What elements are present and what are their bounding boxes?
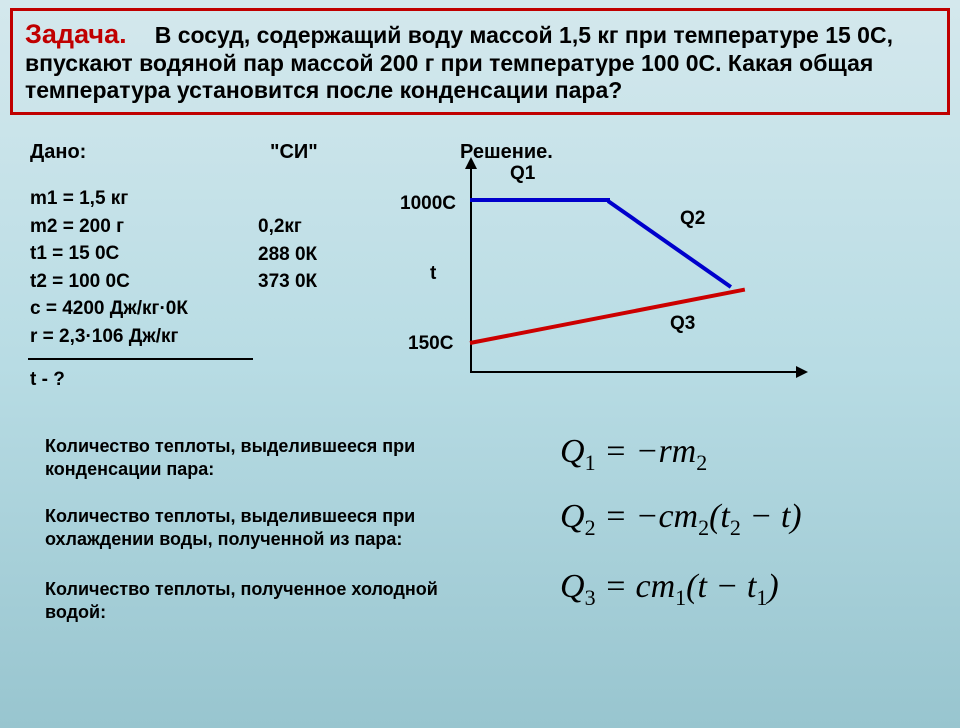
x-axis-arrow-icon (796, 366, 808, 378)
f2-rhs-b: (t (709, 498, 730, 535)
chart-line-q3 (470, 288, 746, 345)
f3-rhs-a: = cm (596, 568, 676, 605)
solution-chart: Q1 Q2 Q3 1000С 150С t (410, 163, 830, 393)
formula-q1: Q1 = −rm2 (560, 433, 707, 476)
given-m2: m2 = 200 г (30, 213, 188, 241)
f2-rhs-sub: 2 (698, 515, 709, 540)
si-m2: 0,2кг (258, 213, 317, 241)
si-t1: 288 0К (258, 241, 317, 269)
find-value: t - ? (30, 369, 65, 391)
chart-label-q1: Q1 (510, 163, 535, 185)
content-area: Дано: "СИ" Решение. m1 = 1,5 кг m2 = 200… (0, 123, 960, 159)
explanation-2: Количество теплоты, выделившееся при охл… (45, 505, 485, 552)
f1-rhs-sub: 2 (696, 450, 707, 475)
given-m1: m1 = 1,5 кг (30, 185, 188, 213)
f3-rhs-b: (t − t (686, 568, 756, 605)
given-values: m1 = 1,5 кг m2 = 200 г t1 = 15 0C t2 = 1… (30, 185, 188, 350)
given-divider (28, 358, 253, 360)
given-header: Дано: (30, 141, 86, 164)
y-axis-arrow-icon (465, 157, 477, 169)
problem-title: Задача. (25, 19, 127, 49)
f3-rhs-sub2: 1 (756, 585, 767, 610)
given-c: c = 4200 Дж/кг·0К (30, 295, 188, 323)
si-header: "СИ" (270, 141, 318, 164)
given-t1: t1 = 15 0C (30, 240, 188, 268)
f2-rhs-sub2: 2 (730, 515, 741, 540)
explanation-1: Количество теплоты, выделившееся при кон… (45, 435, 485, 482)
formula-q3: Q3 = cm1(t − t1) (560, 568, 779, 611)
formula-q2: Q2 = −cm2(t2 − t) (560, 498, 802, 541)
given-t2: t2 = 100 0C (30, 268, 188, 296)
x-axis (470, 371, 800, 373)
si-values: 0,2кг 288 0К 373 0К (258, 213, 317, 296)
chart-line-q2 (607, 199, 732, 288)
problem-statement: В сосуд, содержащий воду массой 1,5 кг п… (25, 22, 893, 103)
chart-label-15c: 150С (408, 333, 453, 355)
f2-sub: 2 (585, 515, 596, 540)
explanation-3: Количество теплоты, полученное холодной … (45, 578, 485, 625)
f1-lhs: Q (560, 433, 585, 470)
f2-rhs-c: − t) (741, 498, 802, 535)
f2-lhs: Q (560, 498, 585, 535)
problem-text (131, 22, 150, 48)
f1-sub: 1 (585, 450, 596, 475)
problem-box: Задача. В сосуд, содержащий воду массой … (10, 8, 950, 115)
f1-rhs: = −rm (596, 433, 697, 470)
chart-label-100c: 1000С (400, 193, 456, 215)
given-r: r = 2,3·106 Дж/кг (30, 323, 188, 351)
chart-label-q3: Q3 (670, 313, 695, 335)
f3-rhs-sub: 1 (675, 585, 686, 610)
chart-label-q2: Q2 (680, 208, 705, 230)
chart-line-q1 (470, 198, 610, 202)
f3-rhs-c: ) (767, 568, 778, 605)
f2-rhs-a: = −cm (596, 498, 699, 535)
si-t2: 373 0К (258, 268, 317, 296)
chart-label-t: t (430, 263, 436, 285)
f3-sub: 3 (585, 585, 596, 610)
f3-lhs: Q (560, 568, 585, 605)
